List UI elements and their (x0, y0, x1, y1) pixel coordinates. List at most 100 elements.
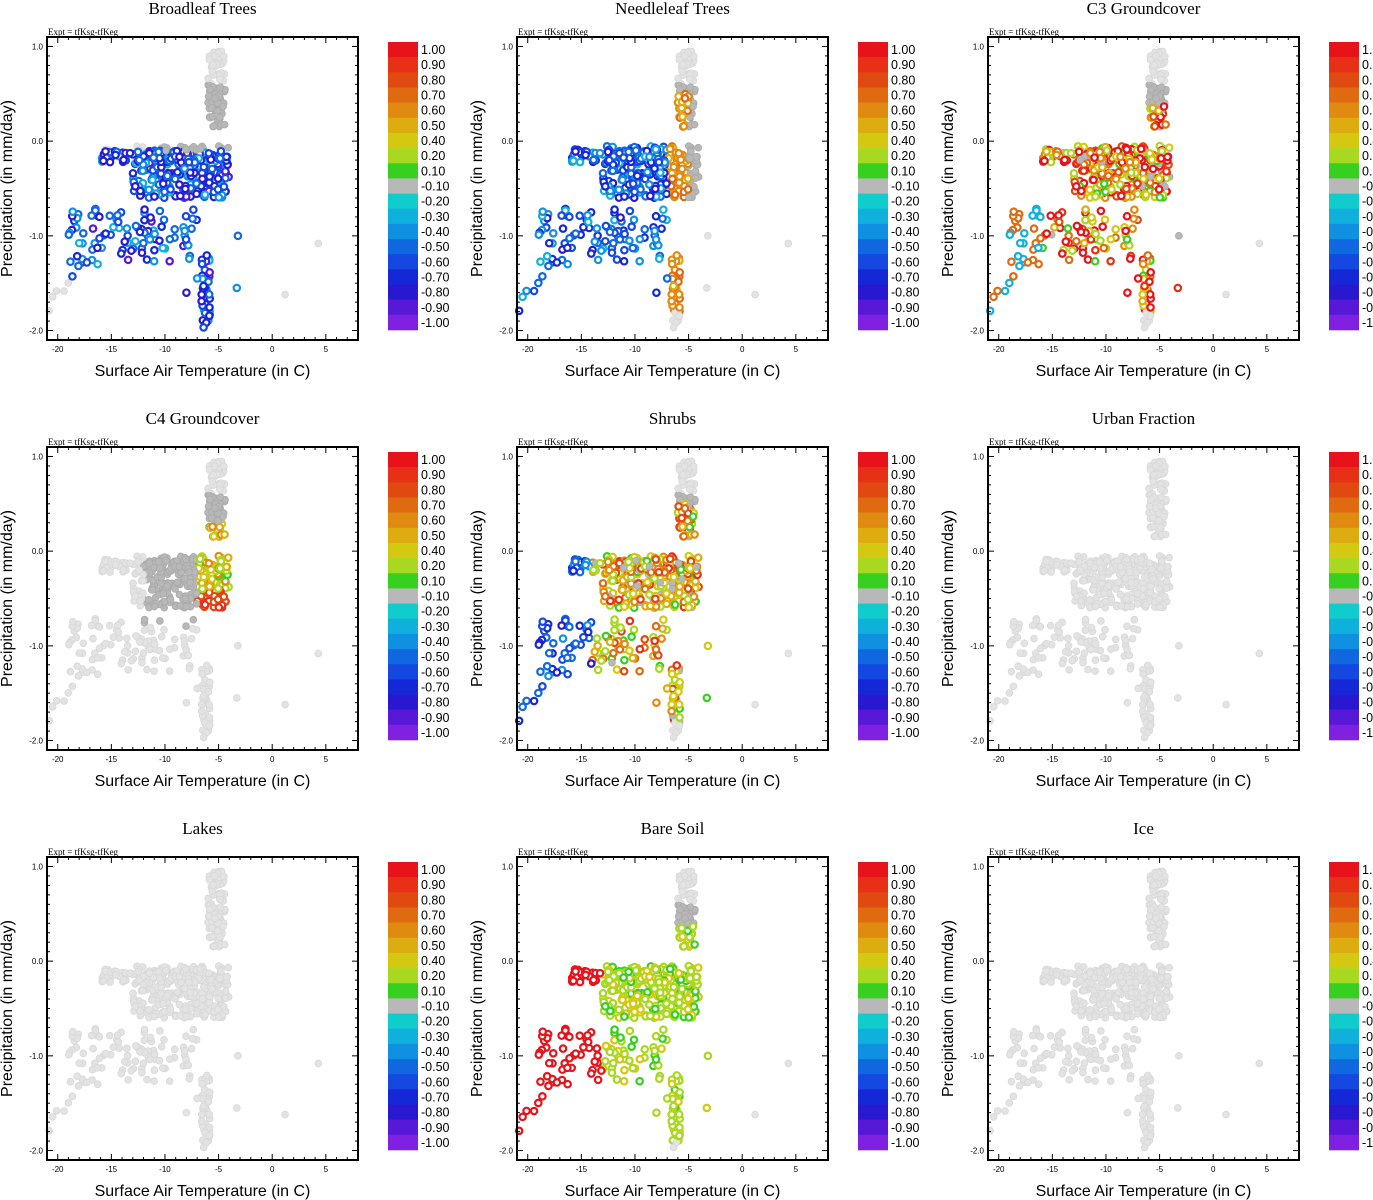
data-point (165, 234, 175, 244)
data-point (216, 903, 225, 911)
data-point (1054, 621, 1063, 630)
data-point (675, 303, 684, 312)
data-point (1016, 649, 1025, 657)
data-point (181, 211, 191, 221)
colorbar-label: 0.40 (421, 544, 445, 558)
data-point (204, 149, 214, 158)
data-point (205, 992, 214, 1001)
data-point (1034, 670, 1043, 678)
data-point (182, 645, 190, 654)
data-point (157, 222, 166, 231)
colorbar-swatch (388, 163, 418, 179)
colorbar-label: 0.60 (891, 514, 915, 528)
colorbar-swatch (1329, 467, 1359, 483)
data-point (1060, 155, 1069, 165)
data-point (1042, 229, 1051, 238)
data-point (680, 504, 690, 513)
y-tick-label: 0.0 (973, 137, 985, 146)
colorbar: 1.000.900.80 0.700.600.500.400.200.10 -0.1… (1329, 42, 1373, 331)
data-point (1009, 207, 1019, 216)
colorbar-label: 0.50 (421, 529, 445, 543)
data-point (619, 256, 629, 266)
data-point (1129, 624, 1138, 633)
data-point (689, 102, 697, 111)
data-point (215, 1013, 223, 1022)
colorbar: 1.000.900.80 0.700.600.500.400.200.10 -0.1… (388, 452, 450, 741)
data-point (145, 1005, 153, 1014)
data-point (542, 661, 552, 671)
colorbar-label: -0.40 (891, 225, 920, 239)
data-point (595, 558, 605, 568)
data-point (66, 667, 75, 676)
data-point (635, 256, 644, 266)
data-point (1122, 211, 1132, 221)
data-point (1134, 684, 1142, 693)
data-point (1146, 713, 1155, 722)
colorbar-swatch (388, 72, 418, 88)
data-point (215, 564, 225, 573)
data-point (1036, 233, 1045, 243)
colorbar-swatch (1329, 649, 1359, 665)
colorbar-swatch (1329, 163, 1359, 179)
data-point (134, 155, 144, 165)
colorbar-swatch (388, 679, 418, 695)
colorbar-label: -0.10 (1362, 590, 1373, 604)
data-point (548, 228, 558, 238)
colorbar-swatch (1329, 223, 1359, 240)
data-point (209, 881, 217, 889)
x-tick-label: 5 (1265, 345, 1270, 354)
expt-label: Expt = tfKsg-tfKeg (48, 437, 119, 447)
data-point (82, 258, 92, 267)
colorbar-swatch (1329, 618, 1359, 635)
data-point (208, 477, 217, 486)
data-point (650, 226, 660, 236)
colorbar-label: -0.70 (891, 270, 920, 284)
colorbar-swatch (858, 87, 888, 103)
data-point (1091, 192, 1100, 201)
colorbar-swatch (388, 148, 418, 164)
data-point (1100, 589, 1109, 598)
data-point (625, 236, 634, 245)
data-point (159, 215, 169, 225)
colorbar-swatch (388, 314, 418, 331)
data-point (204, 92, 213, 101)
data-point (1054, 217, 1064, 227)
data-point (1121, 164, 1130, 173)
data-point (131, 221, 141, 231)
data-point (205, 582, 214, 591)
data-point (1106, 256, 1115, 266)
data-point (75, 649, 84, 657)
colorbar-label: -0.80 (421, 286, 450, 300)
data-point (175, 180, 184, 189)
data-point (158, 179, 168, 189)
data-point (675, 172, 684, 181)
data-point (1116, 590, 1125, 599)
data-point (175, 1000, 184, 1009)
colorbar-label: 0.60 (1362, 104, 1373, 118)
data-point (204, 290, 214, 299)
data-point (195, 554, 205, 564)
colorbar-swatch (388, 649, 418, 665)
data-point (1149, 112, 1158, 121)
data-point (686, 556, 696, 566)
data-point (703, 641, 713, 651)
data-point (208, 887, 217, 896)
colorbar-swatch (1329, 603, 1359, 620)
expt-label: Expt = tfKsg-tfKeg (518, 27, 589, 37)
data-point (628, 243, 638, 253)
data-point (552, 668, 562, 677)
data-point (675, 56, 684, 64)
data-point (650, 164, 659, 173)
data-point (1106, 667, 1115, 675)
data-point (667, 669, 677, 679)
colorbar-swatch (858, 72, 888, 88)
colorbar-swatch (858, 239, 888, 255)
data-point (1072, 647, 1081, 656)
data-point (1138, 290, 1147, 299)
colorbar-swatch (388, 497, 418, 513)
data-point (182, 288, 191, 297)
data-point (95, 212, 104, 222)
data-point (1046, 157, 1056, 167)
colorbar-label: 0.10 (1362, 164, 1373, 178)
